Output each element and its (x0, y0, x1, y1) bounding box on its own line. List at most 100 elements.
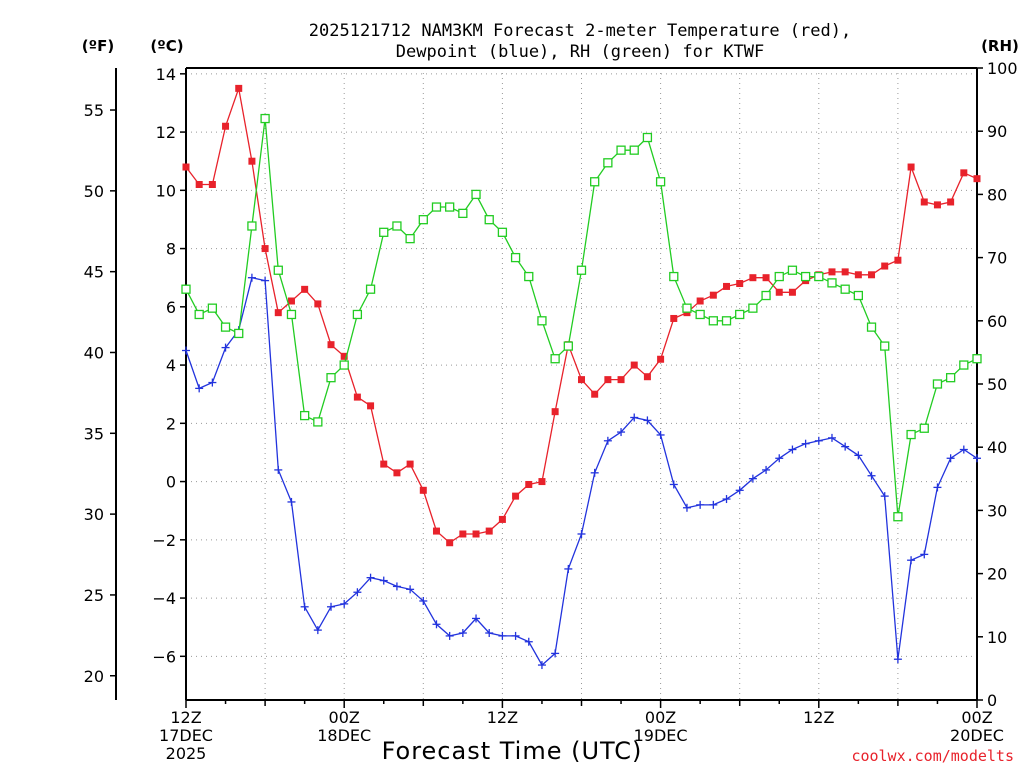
rh-point (866, 322, 877, 332)
celsius-tick-label: 14 (156, 65, 176, 84)
rh-point (919, 423, 929, 433)
rh-tick-label: 60 (987, 312, 1007, 331)
temperature-point (736, 280, 744, 288)
dewpoint-point (247, 273, 256, 282)
celsius-tick-label: 12 (156, 123, 176, 142)
rh-point (431, 202, 442, 212)
rh-point (471, 189, 481, 200)
rh-point (629, 145, 639, 155)
temperature-point (617, 376, 625, 384)
temperature-point (485, 527, 493, 535)
celsius-tick-label: 0 (166, 473, 176, 492)
dewpoint-point (379, 576, 388, 585)
rh-point (880, 341, 890, 351)
series-line-red (185, 85, 978, 544)
axes: 2025303540455055−6−4−2024681012140102030… (84, 59, 1018, 763)
rh-point (893, 512, 903, 522)
dewpoint-point (788, 445, 797, 454)
temperature-point (353, 393, 361, 401)
dewpoint-point (893, 655, 902, 664)
rh-point (563, 341, 573, 351)
temperature-point (854, 271, 862, 279)
temperature-point (182, 163, 190, 171)
temperature-point (222, 122, 230, 130)
temperature-point (340, 352, 348, 360)
rh-point (339, 360, 349, 370)
celsius-tick-label: 6 (166, 298, 176, 317)
rh-point (418, 215, 428, 225)
rh-point (405, 233, 415, 244)
dewpoint-point (696, 500, 705, 509)
dewpoint-point (300, 602, 309, 611)
celsius-tick-label: −6 (152, 647, 176, 666)
temperature-point (261, 245, 269, 253)
fahrenheit-tick-label: 20 (84, 667, 104, 686)
grid-lines (186, 68, 977, 700)
rh-point (708, 316, 718, 326)
temperature-point (446, 539, 454, 547)
fahrenheit-tick-label: 45 (84, 263, 104, 282)
dewpoint-point (959, 445, 968, 454)
temperature-point (788, 288, 796, 296)
temperature-point (973, 175, 981, 183)
rh-point (853, 290, 863, 301)
dewpoint-point (551, 649, 560, 658)
temperature-point (525, 480, 533, 488)
rh-point (220, 322, 231, 332)
dewpoint-point (287, 497, 296, 506)
dewpoint-point (406, 585, 415, 594)
dewpoint-point (472, 614, 481, 623)
dewpoint-point (498, 631, 507, 640)
dewpoint-point (880, 492, 889, 501)
temperature-point (419, 486, 427, 494)
dewpoint-point (537, 661, 546, 670)
x-tick-label: 12Z (487, 708, 518, 727)
temperature-point (393, 469, 401, 477)
temperature-point (472, 530, 480, 538)
rh-point (537, 316, 547, 326)
x-axis-title: Forecast Time (UTC) (382, 737, 643, 765)
celsius-tick-label: 8 (166, 240, 176, 259)
temperature-point (551, 408, 559, 416)
dewpoint-point (564, 564, 573, 573)
rh-tick-label: 10 (987, 628, 1007, 647)
dewpoint-point (208, 378, 217, 387)
dewpoint-point (709, 500, 718, 509)
dewpoint-point (617, 428, 626, 437)
rh-tick-label: 90 (987, 122, 1007, 141)
celsius-tick-label: −2 (152, 531, 176, 550)
data-series (181, 84, 982, 670)
series-red (182, 84, 981, 547)
dewpoint-point (419, 596, 428, 605)
rh-tick-label: 50 (987, 375, 1007, 394)
x-tick-label: 20DEC (950, 726, 1004, 745)
temperature-point (195, 180, 203, 188)
rh-point (669, 271, 679, 282)
dewpoint-point (867, 471, 876, 480)
rh-point (392, 221, 402, 231)
rh-point (286, 309, 297, 320)
rh-point (787, 265, 798, 275)
dewpoint-point (801, 439, 810, 448)
series-blue (182, 273, 981, 670)
x-tick-label: 17DEC (159, 726, 213, 745)
rh-point (497, 227, 508, 237)
celsius-axis-label: (ºC) (150, 37, 183, 55)
dewpoint-point (854, 451, 863, 460)
rh-point (814, 271, 824, 282)
rh-tick-label: 70 (987, 249, 1007, 268)
fahrenheit-axis-label: (ºF) (82, 37, 114, 55)
dewpoint-point (946, 454, 955, 463)
rh-point (590, 177, 600, 187)
rh-tick-label: 40 (987, 438, 1007, 457)
dewpoint-point (274, 465, 283, 474)
dewpoint-point (340, 599, 349, 608)
rh-point (840, 284, 850, 294)
rh-point (616, 145, 626, 155)
rh-point (207, 303, 218, 313)
rh-point (458, 208, 468, 219)
temperature-point (248, 157, 256, 165)
rh-point (273, 265, 283, 275)
rh-point (352, 309, 363, 320)
dewpoint-point (630, 413, 639, 422)
